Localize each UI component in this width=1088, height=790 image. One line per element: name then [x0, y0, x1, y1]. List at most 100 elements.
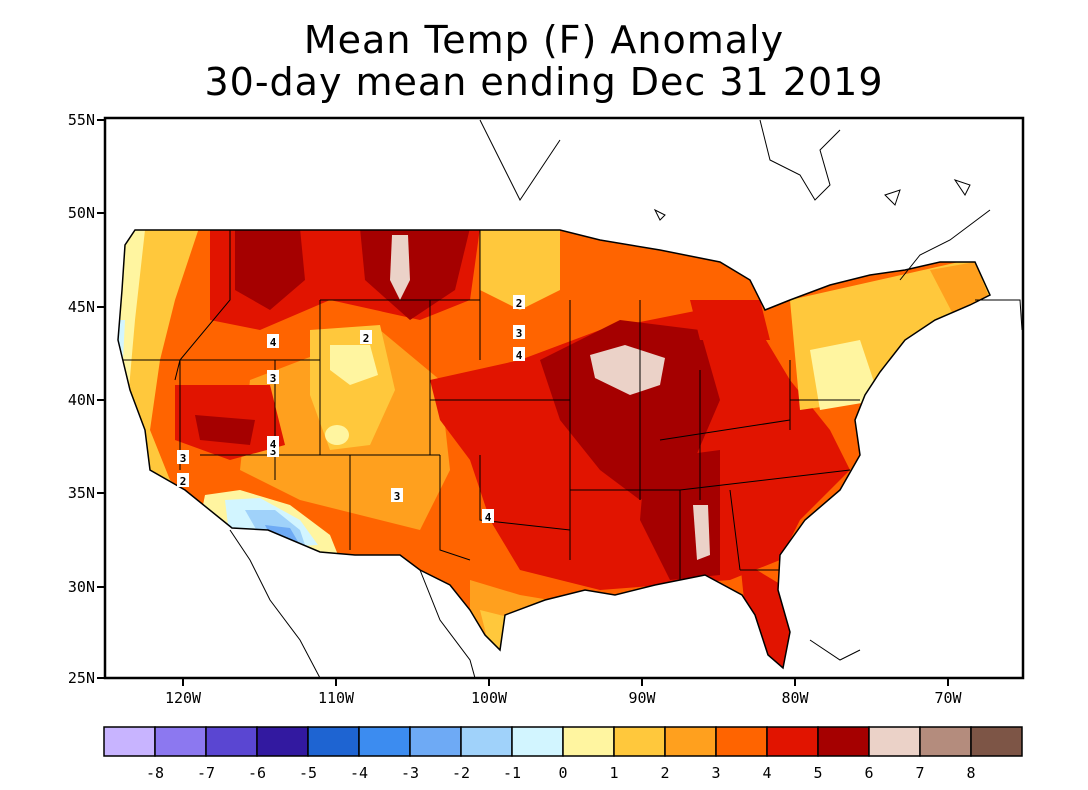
svg-text:2: 2 [363, 332, 370, 345]
boundary-al-ga [729, 489, 741, 571]
contour-label-11: 3 [391, 488, 403, 503]
colorbar-swatch-12 [715, 726, 768, 757]
boundary-ky-tn [659, 419, 791, 441]
colorbar-label-11: 3 [711, 764, 720, 782]
lat-label-45n: 45N [68, 298, 95, 316]
colorbar-label-5: -3 [401, 764, 419, 782]
baja-coast [229, 529, 321, 678]
map-title-line2: 30-day mean ending Dec 31 2019 [204, 60, 884, 104]
contour-labels: 4 2 3 2 3 4 3 4 3 2 3 4 [177, 295, 525, 524]
colorbar-swatch-9 [562, 726, 615, 757]
bahamas [809, 639, 861, 661]
svg-text:3: 3 [180, 452, 187, 465]
colorbar-label-9: 1 [609, 764, 618, 782]
colorbar-label-10: 2 [660, 764, 669, 782]
lon-label-120w: 120W [165, 689, 202, 707]
field-ny-0to1 [810, 340, 880, 410]
field-nd-5to6 [360, 230, 470, 320]
lon-axis: 120W 110W 100W 90W 80W 70W [165, 678, 963, 707]
svg-text:4: 4 [485, 511, 492, 524]
svg-text:4: 4 [270, 438, 277, 451]
colorbar-swatch-5 [358, 726, 411, 757]
colorbar-label-8: 0 [558, 764, 567, 782]
boundary-ok-tx [479, 455, 571, 531]
lat-label-50n: 50N [68, 204, 95, 222]
lon-label-80w: 80W [781, 689, 809, 707]
contour-label-4: 2 [513, 295, 525, 310]
context-coastlines [229, 119, 1023, 678]
svg-text:2: 2 [516, 297, 523, 310]
field-iowa-6to7 [590, 345, 665, 395]
lat-label-55n: 55N [68, 111, 95, 129]
contour-label-5: 3 [513, 325, 525, 340]
island-2 [884, 189, 901, 206]
colorbar-swatch-6 [409, 726, 462, 757]
boundary-tx-nm [439, 455, 471, 561]
colorbar-swatch-15 [868, 726, 921, 757]
colorbar-label-6: -2 [452, 764, 470, 782]
lon-label-70w: 70W [934, 689, 962, 707]
lat-label-40n: 40N [68, 391, 95, 409]
conus-outline [117, 229, 991, 670]
contour-label-10: 2 [177, 473, 189, 488]
svg-text:3: 3 [270, 372, 277, 385]
state-boundaries [120, 230, 860, 580]
colorbar-label-13: 5 [813, 764, 822, 782]
field-alabama-6to7 [693, 505, 710, 560]
colorbar-label-16: 8 [966, 764, 975, 782]
hudson-inlet [479, 119, 561, 201]
field-co-0to1 [325, 425, 349, 445]
colorbar-swatch-2 [205, 726, 258, 757]
maritimes-coast [975, 299, 1023, 331]
svg-text:4: 4 [270, 336, 277, 349]
hudson-bay-coast [759, 119, 841, 201]
colorbar-swatch-1 [154, 726, 207, 757]
colorbar-label-0: -8 [146, 764, 164, 782]
colorbar-swatch-0 [103, 726, 156, 757]
field-utah-0to1 [330, 345, 378, 385]
contour-label-1: 4 [267, 334, 279, 349]
colorbar-swatch-16 [919, 726, 972, 757]
colorbar-swatch-10 [613, 726, 666, 757]
svg-text:3: 3 [270, 445, 277, 458]
colorbar-swatch-13 [766, 726, 819, 757]
field-nv-5to6 [195, 415, 255, 445]
colorbar-label-4: -4 [350, 764, 368, 782]
colorbar-swatch-4 [307, 726, 360, 757]
contour-label-8: 4 [267, 436, 279, 451]
quebec-coast [899, 209, 991, 281]
contour-label-6: 4 [513, 347, 525, 362]
svg-text:4: 4 [516, 349, 523, 362]
colorbar-label-14: 6 [864, 764, 873, 782]
boundary-id-or [174, 230, 231, 381]
colorbar-label-15: 7 [915, 764, 924, 782]
colorbar-label-7: -1 [503, 764, 521, 782]
field-mi-4to5 [690, 300, 770, 340]
colorbar-label-1: -7 [197, 764, 215, 782]
lat-axis: 55N 50N 45N 40N 35N 30N 25N [68, 111, 105, 687]
colorbar-swatch-14 [817, 726, 870, 757]
field-mt-5to6 [235, 230, 305, 310]
svg-text:3: 3 [516, 327, 523, 340]
map-frame [103, 116, 1025, 680]
lat-label-30n: 30N [68, 578, 95, 596]
contour-label-12: 4 [482, 509, 494, 524]
island-3 [953, 179, 971, 196]
contour-label-9: 3 [177, 450, 189, 465]
colorbar-swatch-11 [664, 726, 717, 757]
lon-label-100w: 100W [471, 689, 508, 707]
field-mississippi-5to6 [540, 320, 720, 500]
field-mn-1to2 [480, 230, 560, 310]
svg-text:2: 2 [180, 475, 187, 488]
colorbar-swatch-3 [256, 726, 309, 757]
colorbar-swatch-17 [970, 726, 1023, 757]
contour-label-2: 2 [360, 330, 372, 345]
colorbar-label-3: -5 [299, 764, 317, 782]
island-1 [653, 208, 666, 221]
colorbar-swatch-8 [511, 726, 564, 757]
mexico-gulf-coast [419, 569, 476, 678]
contour-label-3: 3 [267, 370, 279, 385]
lon-label-110w: 110W [318, 689, 355, 707]
map-title-line1: Mean Temp (F) Anomaly [303, 18, 785, 62]
